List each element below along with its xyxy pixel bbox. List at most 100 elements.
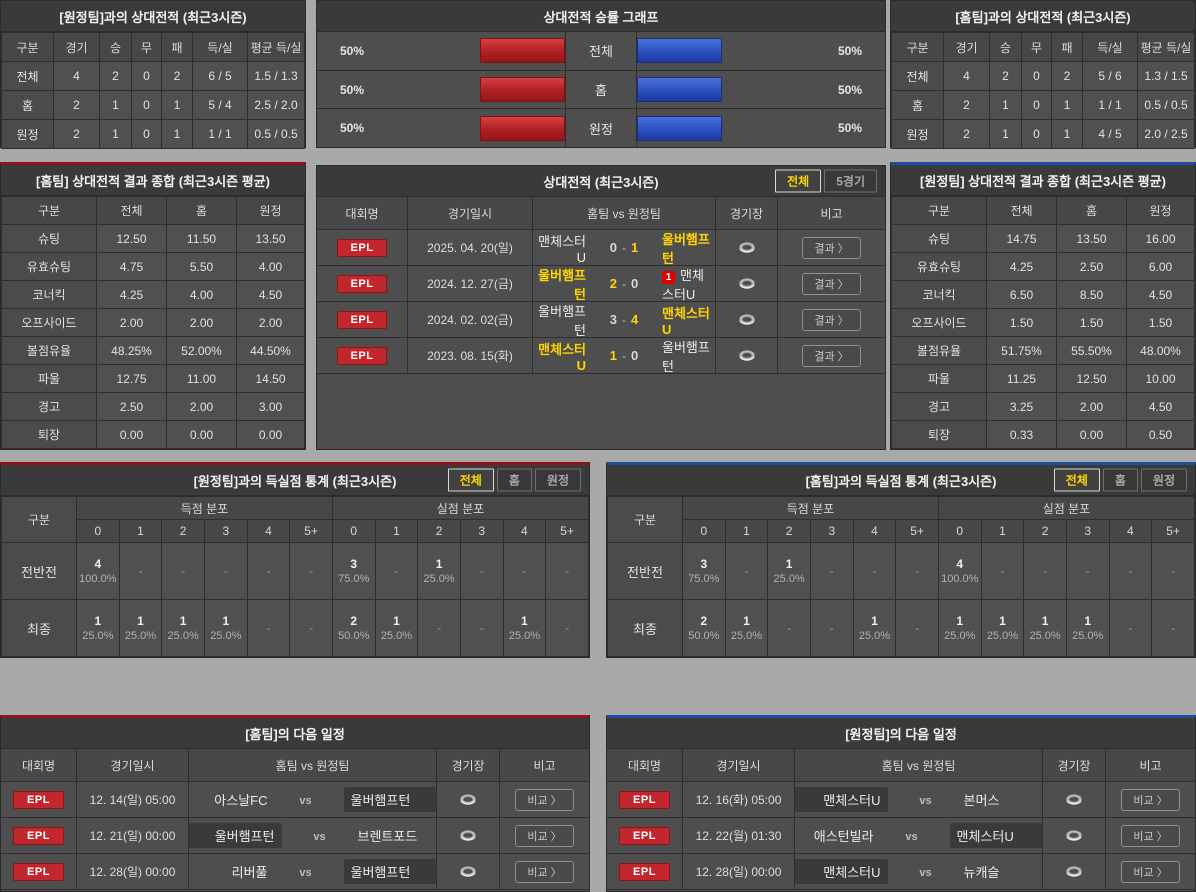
row-label: 코너킥 (1, 280, 97, 309)
stadium-icon[interactable] (459, 865, 477, 878)
goal-stat-cell: 1 25.0% (767, 542, 811, 600)
group-header: 실점 분포 (331, 496, 590, 520)
home-bar-track (387, 71, 565, 109)
stadium-icon[interactable] (1065, 829, 1083, 842)
table-cell: 1 (1051, 119, 1083, 149)
panel-title: [홈팀] 상대전적 결과 종합 (최근3시즌 평균) (1, 165, 305, 196)
table-cell: 5 / 6 (1082, 61, 1138, 91)
result-button[interactable]: 결과 〉 (802, 344, 861, 367)
compare-button[interactable]: 비교 〉 (515, 788, 574, 811)
goal-stat-cell: 1 25.0% (161, 599, 205, 657)
column-header: 득/실 (1082, 32, 1138, 62)
tab-전체[interactable]: 전체 (1053, 468, 1100, 492)
tab-홈[interactable]: 홈 (1102, 468, 1138, 492)
goal-percent: 25.0% (508, 630, 540, 642)
vs-label: vs (888, 792, 964, 807)
result-button[interactable]: 결과 〉 (802, 308, 861, 331)
stadium-icon[interactable] (738, 313, 756, 326)
table-cell: 2.5 / 2.0 (247, 90, 305, 120)
column-header: 평균 득/실 (1137, 32, 1195, 62)
home-percent-label: 50% (339, 121, 365, 136)
teams-cell: 울버햄프턴 2-0 1 맨체스터U (532, 266, 715, 302)
panel-title: 상대전적 (최근3시즌) 전체 5경기 (317, 166, 885, 197)
stadium-icon[interactable] (738, 241, 756, 254)
panel-title-text: 상대전적 (최근3시즌) (543, 174, 659, 190)
empty-value: - (915, 564, 920, 578)
table-cell: 4.00 (166, 280, 237, 309)
home-score: 3 (609, 312, 617, 327)
result-button[interactable]: 결과 〉 (802, 272, 861, 295)
goal-percent: 25.0% (1072, 630, 1104, 642)
stadium-icon[interactable] (459, 793, 477, 806)
compare-button[interactable]: 비교 〉 (1121, 788, 1180, 811)
compare-button[interactable]: 비교 〉 (515, 860, 574, 883)
score: 3-4 (586, 312, 662, 327)
stadium-icon[interactable] (459, 829, 477, 842)
stadium-icon[interactable] (1065, 865, 1083, 878)
empty-value: - (522, 564, 527, 578)
vs-text: vs (299, 867, 312, 879)
table-cell: 2 (53, 90, 100, 120)
home-team-name: 울버햄프턴 (538, 303, 586, 338)
goal-stat-cell: - (1151, 542, 1195, 600)
vs-text: vs (919, 795, 932, 807)
tab-홈[interactable]: 홈 (496, 468, 532, 492)
stadium-icon[interactable] (738, 349, 756, 362)
table-cell: 4 (943, 61, 990, 91)
compare-button[interactable]: 비교 〉 (1121, 860, 1180, 883)
compare-button[interactable]: 비교 〉 (515, 824, 574, 847)
away-win-bar (637, 38, 722, 64)
stadium-icon[interactable] (738, 277, 756, 290)
score-count-header: 3 (203, 519, 248, 543)
tab-전체[interactable]: 전체 (447, 468, 494, 492)
home-team-name: 맨체스터U (795, 787, 888, 812)
score-count-header: 1 (724, 519, 769, 543)
away-bar-track (637, 71, 815, 109)
tab-5경기[interactable]: 5경기 (824, 169, 877, 193)
goals-group-header-row: 구분 득점 분포 실점 분포 (607, 496, 1196, 543)
goal-stat-cell: - (1023, 542, 1067, 600)
goal-stat-cell: - (502, 542, 547, 600)
table-cell: 13.50 (236, 224, 305, 253)
table-header-row: 구분 전체 홈 원정 (1, 196, 305, 225)
header-teams: 홈팀 vs 원정팀 (532, 197, 715, 229)
compare-button[interactable]: 비교 〉 (1121, 824, 1180, 847)
header-note: 비고 (1105, 749, 1195, 781)
tab-원정[interactable]: 원정 (1140, 468, 1187, 492)
empty-value: - (437, 621, 442, 635)
tab-원정[interactable]: 원정 (534, 468, 581, 492)
date-text: 12. 14(일) 05:00 (89, 793, 176, 807)
match-date: 2024. 02. 02(금) (407, 302, 532, 337)
score-count-header: 1 (374, 519, 419, 543)
stadium-icon[interactable] (1065, 793, 1083, 806)
score-separator: - (622, 241, 626, 255)
match-date: 2024. 12. 27(금) (407, 266, 532, 301)
tab-전체[interactable]: 전체 (775, 169, 822, 193)
league-cell: EPL (1, 782, 76, 817)
row-label: 유효슈팅 (891, 252, 987, 281)
home-team-name: 리버풀 (231, 865, 268, 880)
table-cell: 0 (131, 119, 162, 149)
panel-home-goal-stats: [원정팀]과의 득실점 통계 (최근3시즌) 전체 홈 원정 구분 득점 분포 실점 분… (0, 462, 590, 658)
table-cell: 1 / 1 (1082, 90, 1138, 120)
league-cell: EPL (1, 854, 76, 889)
result-button[interactable]: 결과 〉 (802, 236, 861, 259)
league-cell: EPL (317, 266, 407, 301)
home-win-bar (480, 77, 565, 102)
date-text: 12. 21(일) 00:00 (89, 829, 176, 843)
empty-value: - (829, 564, 834, 578)
away-team-name: 울버햄프턴 (343, 787, 436, 812)
league-badge: EPL (619, 862, 670, 881)
teams-cell: 맨체스터U 1-0 울버햄프턴 (532, 338, 715, 374)
chart-row-label: 원정 (565, 109, 637, 148)
home-score: 2 (609, 276, 617, 291)
header-stadium: 경기장 (1042, 749, 1105, 781)
goal-stat-cell: - (545, 599, 589, 657)
panel-away-goal-stats: [홈팀]과의 득실점 통계 (최근3시즌) 전체 홈 원정 구분 득점 분포 실점 분포… (606, 462, 1196, 658)
goal-stats-tabs: 전체 홈 원정 (447, 468, 581, 492)
goal-count: 3 (350, 557, 358, 571)
table-cell: 2.50 (1056, 252, 1127, 281)
goal-stat-cell: - (1108, 599, 1153, 657)
table-cell: 2.50 (96, 392, 167, 421)
